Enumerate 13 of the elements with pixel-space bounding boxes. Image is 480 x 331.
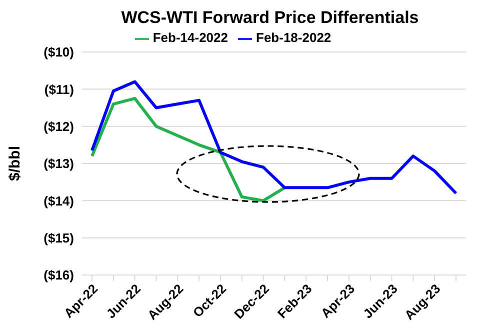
chart-title: WCS-WTI Forward Price Differentials [120,8,420,28]
y-tick-label: ($15) [44,230,74,246]
y-tick-label: ($13) [44,156,74,172]
y-tick-label: ($16) [44,268,74,283]
y-tick-label: ($14) [44,193,74,208]
legend-label: Feb-14-2022 [152,30,228,45]
y-axis-title: $/bbl [6,146,24,182]
y-tick-label: ($12) [44,118,74,134]
y-tick-label: ($10) [44,44,74,60]
y-tick-label: ($11) [44,82,74,97]
line-series [90,96,286,202]
legend-label: Feb-18-2022 [256,30,332,45]
line-series [90,80,458,195]
